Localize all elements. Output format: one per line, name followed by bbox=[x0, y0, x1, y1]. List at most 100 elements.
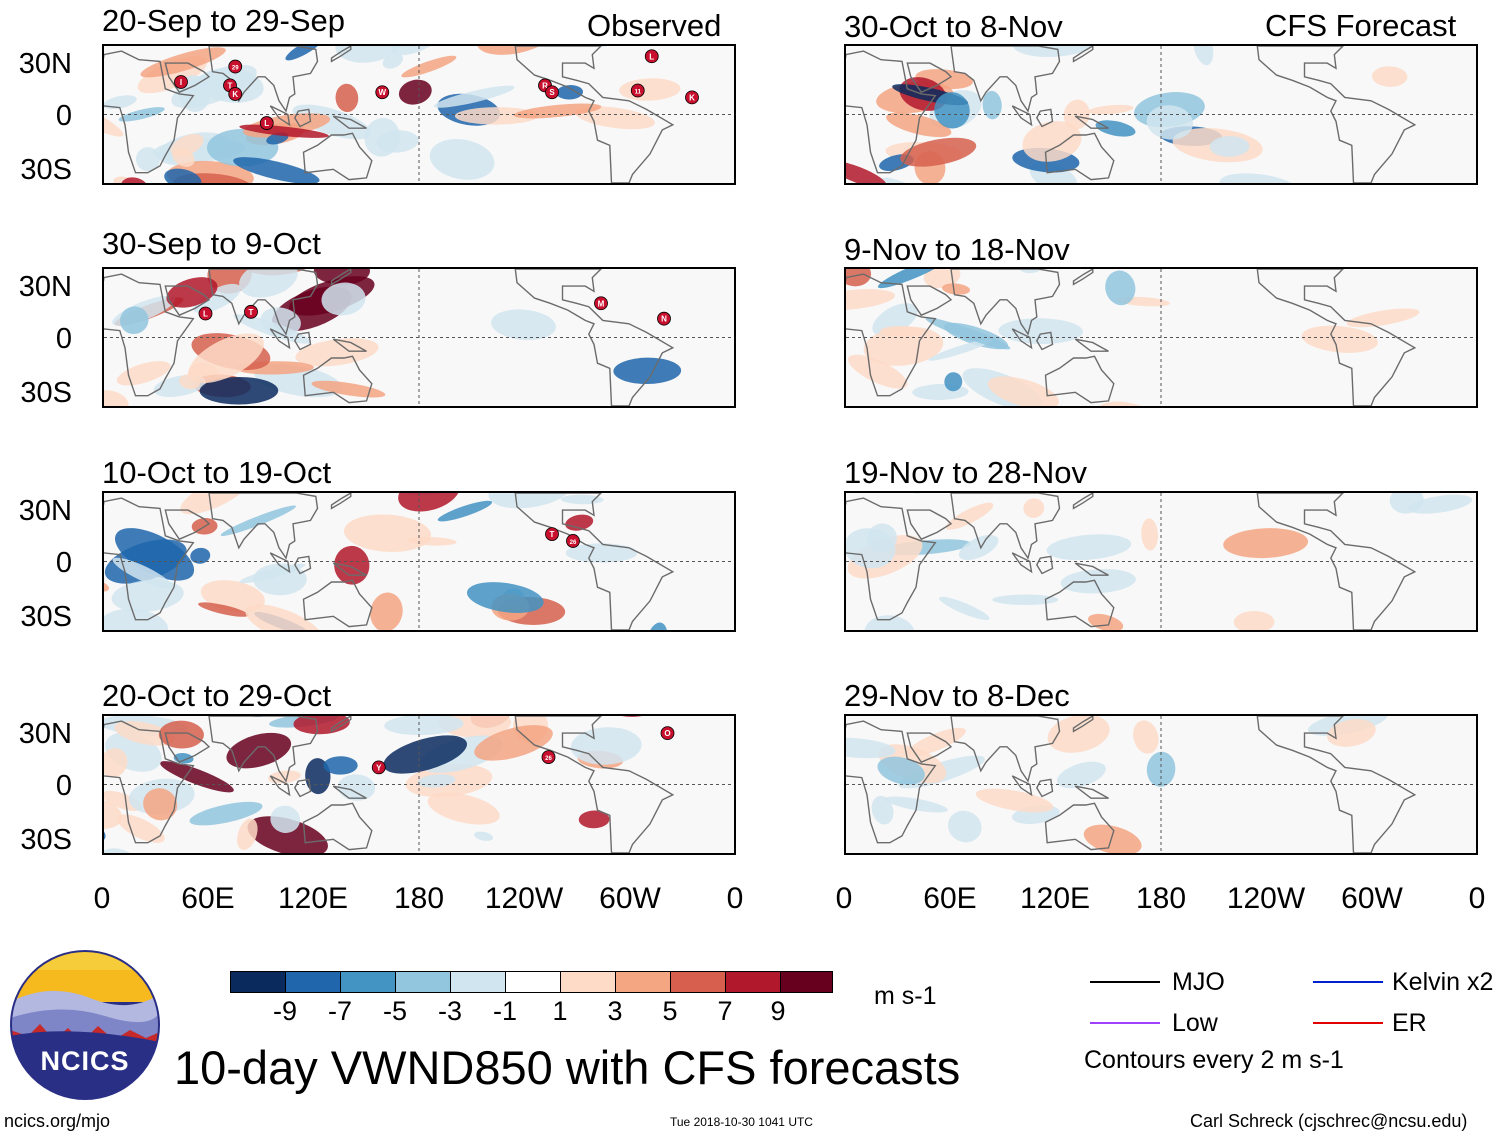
colorbar-swatch bbox=[615, 971, 671, 993]
wind-anomaly-map bbox=[846, 716, 1476, 853]
wind-anomaly-map bbox=[846, 493, 1476, 630]
storm-marker: W bbox=[375, 85, 390, 100]
legend-label-mjo: MJO bbox=[1172, 968, 1225, 996]
panel-title: 9-Nov to 18-Nov bbox=[844, 232, 1070, 267]
lon-label: 0 bbox=[726, 882, 744, 915]
legend-label-kelvin: Kelvin x2 bbox=[1392, 968, 1494, 996]
svg-text:R: R bbox=[542, 81, 548, 90]
observed-header: Observed bbox=[587, 8, 722, 43]
svg-text:26: 26 bbox=[545, 756, 552, 762]
storm-marker: T bbox=[545, 527, 559, 541]
legend-label-er: ER bbox=[1392, 1009, 1427, 1037]
logo-text: NCICS bbox=[40, 1046, 130, 1076]
main-title: 10-day VWND850 with CFS forecasts bbox=[174, 1041, 961, 1094]
legend-line-er bbox=[1313, 1022, 1383, 1024]
colorbar-swatch bbox=[670, 971, 726, 993]
legend-label-low: Low bbox=[1172, 1009, 1218, 1037]
storm-marker: K bbox=[685, 90, 699, 105]
map-frame: Y 26 O bbox=[102, 714, 736, 855]
map-frame bbox=[844, 267, 1478, 408]
lon-label: 180 bbox=[393, 882, 445, 915]
lon-label: 60W bbox=[599, 882, 661, 915]
lon-label: 120W bbox=[484, 882, 564, 915]
colorbar-tick: 1 bbox=[552, 996, 568, 1026]
legend-line-mjo bbox=[1090, 981, 1160, 983]
colorbar-tick: -5 bbox=[382, 996, 408, 1026]
map-frame: I 29 T K L W R S 11 L K bbox=[102, 44, 736, 185]
svg-text:29: 29 bbox=[232, 66, 239, 72]
lon-label: 60E bbox=[181, 882, 235, 915]
storm-marker: L bbox=[644, 49, 659, 64]
map-frame: T 26 bbox=[102, 491, 736, 632]
wind-anomaly-map: L T M N bbox=[104, 269, 734, 406]
storm-marker: K bbox=[228, 87, 243, 101]
svg-text:K: K bbox=[689, 93, 695, 102]
panel-title: 30-Sep to 9-Oct bbox=[102, 226, 321, 261]
svg-text:L: L bbox=[203, 310, 208, 319]
lon-label: 0 bbox=[93, 882, 111, 915]
map-frame bbox=[844, 491, 1478, 632]
storm-marker: N bbox=[657, 311, 671, 326]
wind-anomaly-map bbox=[846, 269, 1476, 406]
ncics-logo: NCICS bbox=[10, 950, 160, 1100]
storm-marker: 29 bbox=[228, 59, 243, 74]
colorbar-swatch bbox=[780, 971, 833, 993]
storm-marker: M bbox=[594, 296, 608, 311]
svg-text:T: T bbox=[550, 530, 555, 539]
svg-text:I: I bbox=[180, 78, 182, 87]
svg-text:O: O bbox=[664, 729, 670, 738]
svg-text:11: 11 bbox=[635, 90, 642, 96]
legend-line-low bbox=[1090, 1022, 1160, 1024]
lat-label: 0 bbox=[55, 100, 72, 132]
svg-text:M: M bbox=[598, 299, 605, 308]
storm-marker: Y bbox=[371, 760, 386, 775]
footer-timestamp: Tue 2018-10-30 1041 UTC bbox=[670, 1115, 813, 1129]
lat-label: 30S bbox=[20, 154, 72, 186]
colorbar-tick: -1 bbox=[492, 996, 518, 1026]
svg-text:N: N bbox=[661, 315, 667, 324]
lat-label: 30N bbox=[18, 718, 72, 750]
svg-text:K: K bbox=[232, 90, 238, 99]
colorbar-tick: 5 bbox=[662, 996, 678, 1026]
storm-marker: I bbox=[174, 75, 188, 89]
panel-title: 20-Oct to 29-Oct bbox=[102, 678, 332, 713]
footer-url: ncics.org/mjo bbox=[4, 1111, 111, 1131]
panel-title: 19-Nov to 28-Nov bbox=[844, 455, 1087, 490]
lat-label: 0 bbox=[55, 547, 72, 579]
forecast-header: CFS Forecast bbox=[1265, 8, 1457, 43]
panel-title: 29-Nov to 8-Dec bbox=[844, 678, 1070, 713]
colorbar-tick: -9 bbox=[272, 996, 298, 1026]
colorbar-swatch bbox=[450, 971, 506, 993]
lon-label: 120E bbox=[277, 882, 349, 915]
storm-marker: O bbox=[660, 726, 675, 741]
map-frame bbox=[844, 714, 1478, 855]
lat-label: 30N bbox=[18, 271, 72, 303]
colorbar-tick: -7 bbox=[327, 996, 353, 1026]
panel-title: 10-Oct to 19-Oct bbox=[102, 455, 332, 490]
storm-marker: T bbox=[244, 304, 258, 319]
svg-text:W: W bbox=[378, 88, 386, 97]
wind-anomaly-map: Y 26 O bbox=[104, 716, 734, 853]
storm-marker: L bbox=[259, 116, 274, 130]
colorbar-swatch bbox=[560, 971, 616, 993]
footer-author: Carl Schreck (cjschrec@ncsu.edu) bbox=[1190, 1111, 1468, 1131]
legend-line-kelvin bbox=[1313, 981, 1383, 983]
logo-graphic bbox=[10, 950, 160, 1100]
svg-text:Y: Y bbox=[376, 763, 382, 772]
colorbar-tick: -3 bbox=[437, 996, 463, 1026]
lon-label: 0 bbox=[1468, 882, 1486, 915]
colorbar-tick: 9 bbox=[770, 996, 786, 1026]
lat-label: 0 bbox=[55, 323, 72, 355]
legend-contour-note: Contours every 2 m s-1 bbox=[1084, 1046, 1344, 1074]
storm-marker: 26 bbox=[541, 750, 556, 764]
svg-text:L: L bbox=[649, 52, 654, 61]
lat-label: 30S bbox=[20, 601, 72, 633]
storm-marker: L bbox=[198, 306, 213, 321]
map-frame: L T M N bbox=[102, 267, 736, 408]
lon-label: 0 bbox=[835, 882, 853, 915]
storm-marker: 26 bbox=[566, 534, 580, 548]
svg-text:L: L bbox=[264, 119, 269, 128]
colorbar-swatch bbox=[340, 971, 396, 993]
lat-label: 30N bbox=[18, 495, 72, 527]
